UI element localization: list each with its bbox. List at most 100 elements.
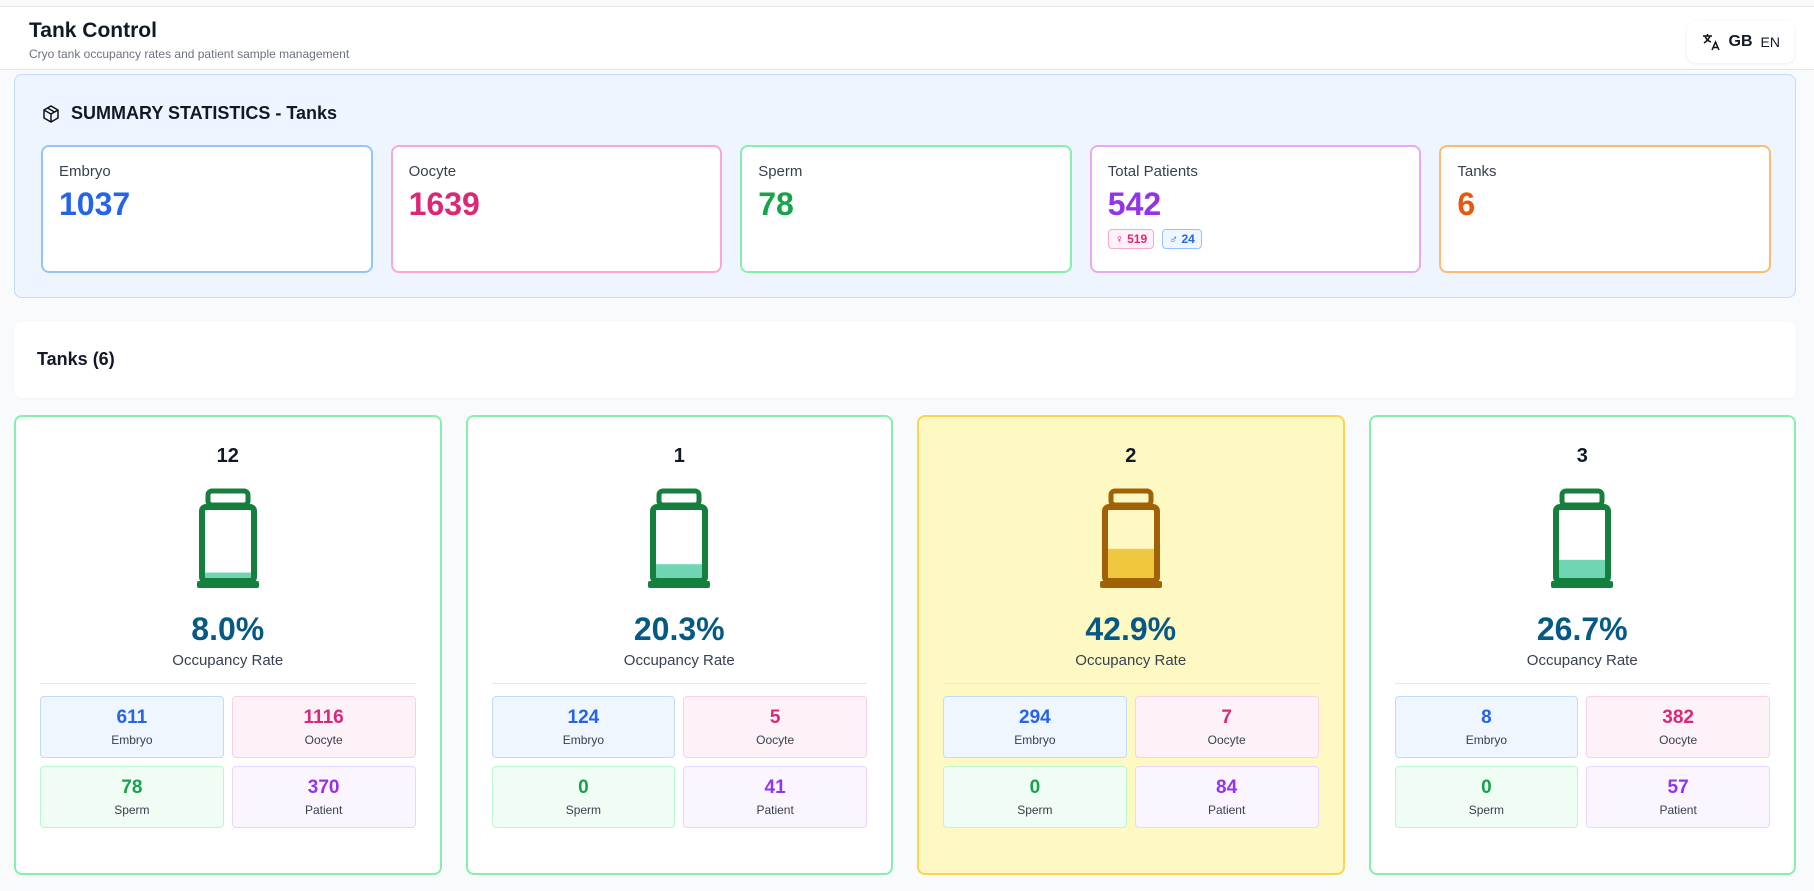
count-label: Patient xyxy=(304,803,343,817)
count-cell: 84 Patient xyxy=(1134,766,1319,828)
count-value: 0 xyxy=(1029,777,1041,798)
tank-outline xyxy=(1108,488,1154,508)
stat-label: Sperm xyxy=(758,163,803,180)
tank-icon xyxy=(1099,488,1162,588)
count-value: 7 xyxy=(1221,707,1232,728)
count-value: 78 xyxy=(121,777,143,798)
tank-outline xyxy=(648,581,711,588)
count-cell: 5 Oocyte xyxy=(683,696,867,758)
translate-icon xyxy=(1702,34,1720,51)
male-count: 24 xyxy=(1181,232,1195,246)
stat-cards: Embryo 1037 Oocyte 1639 Sperm 78 Total Patient… xyxy=(41,145,1771,273)
tank-icon xyxy=(196,488,259,588)
count-value: 0 xyxy=(578,777,589,798)
page-title: Tank Control xyxy=(29,19,157,42)
count-label: Patient xyxy=(756,803,794,817)
count-label: Embryo xyxy=(1014,733,1056,747)
stat-value: 1037 xyxy=(59,186,131,222)
count-label: Embryo xyxy=(111,733,153,747)
count-value: 41 xyxy=(764,777,786,798)
count-value: 294 xyxy=(1019,707,1051,728)
gender-badges: ♀ 519 ♂ 24 xyxy=(1107,229,1404,249)
occupancy-rate: 20.3% xyxy=(633,611,725,647)
tank-cards: 12 8.0% Occupancy Rate 611 Embryo 1116 Oocyte 7… xyxy=(14,415,1796,875)
occupancy-rate: 8.0% xyxy=(191,611,265,647)
count-cell: 611 Embryo xyxy=(40,696,224,758)
female-badge: ♀ 519 xyxy=(1107,229,1155,249)
header: Tank Control Cryo tank occupancy rates a… xyxy=(0,6,1814,70)
count-value: 124 xyxy=(567,707,600,728)
language-switcher[interactable]: GB EN xyxy=(1686,21,1794,63)
count-cell: 382 Oocyte xyxy=(1586,696,1770,758)
summary-title: SUMMARY STATISTICS - Tanks xyxy=(41,103,337,124)
stat-label: Tanks xyxy=(1457,163,1497,180)
count-cell: 0 Sperm xyxy=(943,766,1127,828)
count-label: Sperm xyxy=(1468,803,1505,817)
count-cell: 41 Patient xyxy=(683,766,867,828)
count-cell: 0 Sperm xyxy=(1394,766,1579,828)
tank-name: 3 xyxy=(1576,445,1588,467)
stat-card: Sperm 78 xyxy=(740,145,1072,273)
tank-outline xyxy=(196,581,259,588)
occupancy-rate: 26.7% xyxy=(1536,611,1628,647)
tank-icon xyxy=(1551,488,1614,588)
count-value: 57 xyxy=(1667,777,1689,798)
tank-name: 12 xyxy=(216,445,239,467)
count-value: 8 xyxy=(1481,707,1492,728)
region-code: GB xyxy=(1728,33,1753,50)
count-label: Sperm xyxy=(565,803,602,817)
stat-label: Oocyte xyxy=(408,163,457,180)
stat-card: Embryo 1037 xyxy=(41,145,373,273)
stat-value: 1639 xyxy=(408,186,480,222)
count-label: Patient xyxy=(1659,803,1697,817)
tank-outline xyxy=(198,504,257,584)
count-cell: 57 Patient xyxy=(1586,766,1770,828)
count-cell: 8 Embryo xyxy=(1394,696,1579,758)
tank-outline xyxy=(1099,581,1162,588)
male-badge: ♂ 24 xyxy=(1162,229,1202,249)
tank-outline xyxy=(1559,488,1605,508)
count-grid: 294 Embryo 7 Oocyte 0 Sperm 84 Patient xyxy=(943,696,1319,828)
stat-value: 78 xyxy=(758,186,794,222)
language-code: EN xyxy=(1760,34,1780,50)
count-label: Sperm xyxy=(114,803,150,817)
stat-label: Total Patients xyxy=(1107,163,1198,180)
divider xyxy=(943,683,1319,684)
tank-fill xyxy=(656,564,703,578)
count-cell: 1116 Oocyte xyxy=(231,696,416,758)
count-grid: 611 Embryo 1116 Oocyte 78 Sperm 370 Patient xyxy=(40,696,416,828)
count-value: 5 xyxy=(769,707,781,728)
tank-card[interactable]: 1 20.3% Occupancy Rate 124 Embryo 5 Oocyte 0 Spe… xyxy=(465,415,893,875)
occupancy-label: Occupancy Rate xyxy=(623,652,735,669)
count-label: Oocyte xyxy=(1207,733,1246,747)
stat-card: Tanks 6 xyxy=(1439,145,1771,273)
count-cell: 370 Patient xyxy=(231,766,416,828)
count-grid: 124 Embryo 5 Oocyte 0 Sperm 41 Patient xyxy=(491,696,867,828)
count-value: 370 xyxy=(307,777,340,798)
tank-fill xyxy=(204,572,251,578)
count-label: Oocyte xyxy=(756,733,795,747)
count-value: 0 xyxy=(1481,777,1492,798)
tank-card[interactable]: 3 26.7% Occupancy Rate 8 Embryo 382 Oocyte 0 Spe… xyxy=(1368,415,1796,875)
count-label: Embryo xyxy=(562,733,605,747)
female-count: 519 xyxy=(1127,232,1148,246)
divider xyxy=(1394,683,1770,684)
tank-card[interactable]: 12 8.0% Occupancy Rate 611 Embryo 1116 Oocyte 7… xyxy=(14,415,442,875)
tank-icon xyxy=(648,488,711,588)
stat-value: 542 xyxy=(1107,186,1162,222)
tank-outline xyxy=(205,488,251,508)
count-label: Oocyte xyxy=(1659,733,1698,747)
tank-name: 2 xyxy=(1125,445,1137,467)
tank-fill xyxy=(1107,548,1154,578)
count-value: 611 xyxy=(116,707,148,728)
occupancy-label: Occupancy Rate xyxy=(172,652,284,669)
tank-card[interactable]: 2 42.9% Occupancy Rate 294 Embryo 7 Oocyte 0 Spe… xyxy=(917,415,1345,875)
summary-title-text: SUMMARY STATISTICS - Tanks xyxy=(71,103,338,123)
tank-outline xyxy=(656,488,702,508)
divider xyxy=(491,683,867,684)
count-value: 1116 xyxy=(303,707,344,728)
count-cell: 7 Oocyte xyxy=(1134,696,1319,758)
count-cell: 294 Embryo xyxy=(943,696,1127,758)
tank-name: 1 xyxy=(673,445,685,467)
